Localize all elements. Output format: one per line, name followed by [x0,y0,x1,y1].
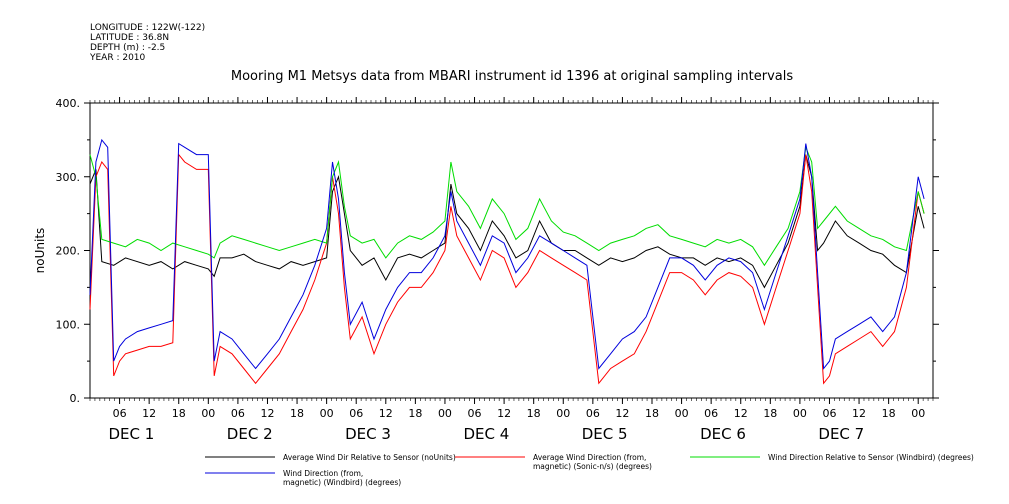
legend: Average Wind Dir Relative to Sensor (noU… [205,453,974,487]
x-tick-label: 18 [763,407,777,420]
meta-longitude: LONGITUDE : 122W(-122) [90,23,205,33]
x-tick-label: 12 [734,407,748,420]
x-tick-label: 18 [882,407,896,420]
legend-label: Wind Direction (from, [283,469,363,478]
x-tick-label: 06 [231,407,245,420]
x-tick-label: 06 [586,407,600,420]
series-line-0 [89,154,925,289]
legend-label: magnetic) (Windbird) (degrees) [283,478,401,487]
x-tick-label: 18 [290,407,304,420]
x-tick-label: 12 [852,407,866,420]
x-day-label: DEC 5 [582,425,628,443]
x-tick-label: 18 [527,407,541,420]
x-day-label: DEC 2 [227,425,273,443]
plot-area [89,138,925,385]
series-line-3 [89,138,925,370]
x-tick-label: 06 [468,407,482,420]
x-day-label: DEC 6 [700,425,746,443]
x-tick-label: 00 [675,407,689,420]
x-tick-label: 12 [497,407,511,420]
x-day-label: DEC 3 [345,425,391,443]
x-tick-label: 06 [349,407,363,420]
x-tick-label: 12 [615,407,629,420]
x-tick-label: 12 [260,407,274,420]
y-tick-label: 0. [70,392,81,405]
x-tick-label: 00 [201,407,215,420]
legend-label: Average Wind Dir Relative to Sensor (noU… [283,453,456,462]
x-tick-label: 06 [113,407,127,420]
x-tick-label: 12 [379,407,393,420]
legend-label: Average Wind Direction (from, [533,453,646,462]
x-tick-label: 00 [556,407,570,420]
series-line-2 [89,145,925,267]
x-tick-label: 18 [408,407,422,420]
legend-label: magnetic) (Sonic-n/s) (degrees) [533,462,652,471]
y-tick-label: 100. [56,318,81,331]
legend-label: Wind Direction Relative to Sensor (Windb… [768,453,974,462]
x-tick-label: 12 [142,407,156,420]
x-tick-label: 18 [645,407,659,420]
x-tick-label: 00 [793,407,807,420]
meta-depth: DEPTH (m) : -2.5 [90,43,165,53]
metadata-block: LONGITUDE : 122W(-122) LATITUDE : 36.8N … [89,23,205,63]
meta-year: YEAR : 2010 [89,53,146,63]
x-tick-label: 00 [911,407,925,420]
x-tick-label: 00 [438,407,452,420]
series-line-1 [89,153,925,385]
x-tick-label: 00 [320,407,334,420]
y-tick-label: 400. [56,97,81,110]
y-tick-label: 300. [56,171,81,184]
x-tick-label: 06 [704,407,718,420]
y-tick-label: 200. [56,245,81,258]
x-tick-label: 18 [172,407,186,420]
meta-latitude: LATITUDE : 36.8N [90,33,169,43]
x-tick-label: 06 [822,407,836,420]
x-day-label: DEC 1 [108,425,154,443]
chart-title: Mooring M1 Metsys data from MBARI instru… [231,69,793,84]
axes: 0. 100. 200. 300. 400. 06 12 18 00 06 12 18 00 06 12 18… [56,97,939,443]
x-day-label: DEC 4 [463,425,509,443]
x-day-label: DEC 7 [818,425,864,443]
y-axis-label: noUnits [33,228,47,274]
